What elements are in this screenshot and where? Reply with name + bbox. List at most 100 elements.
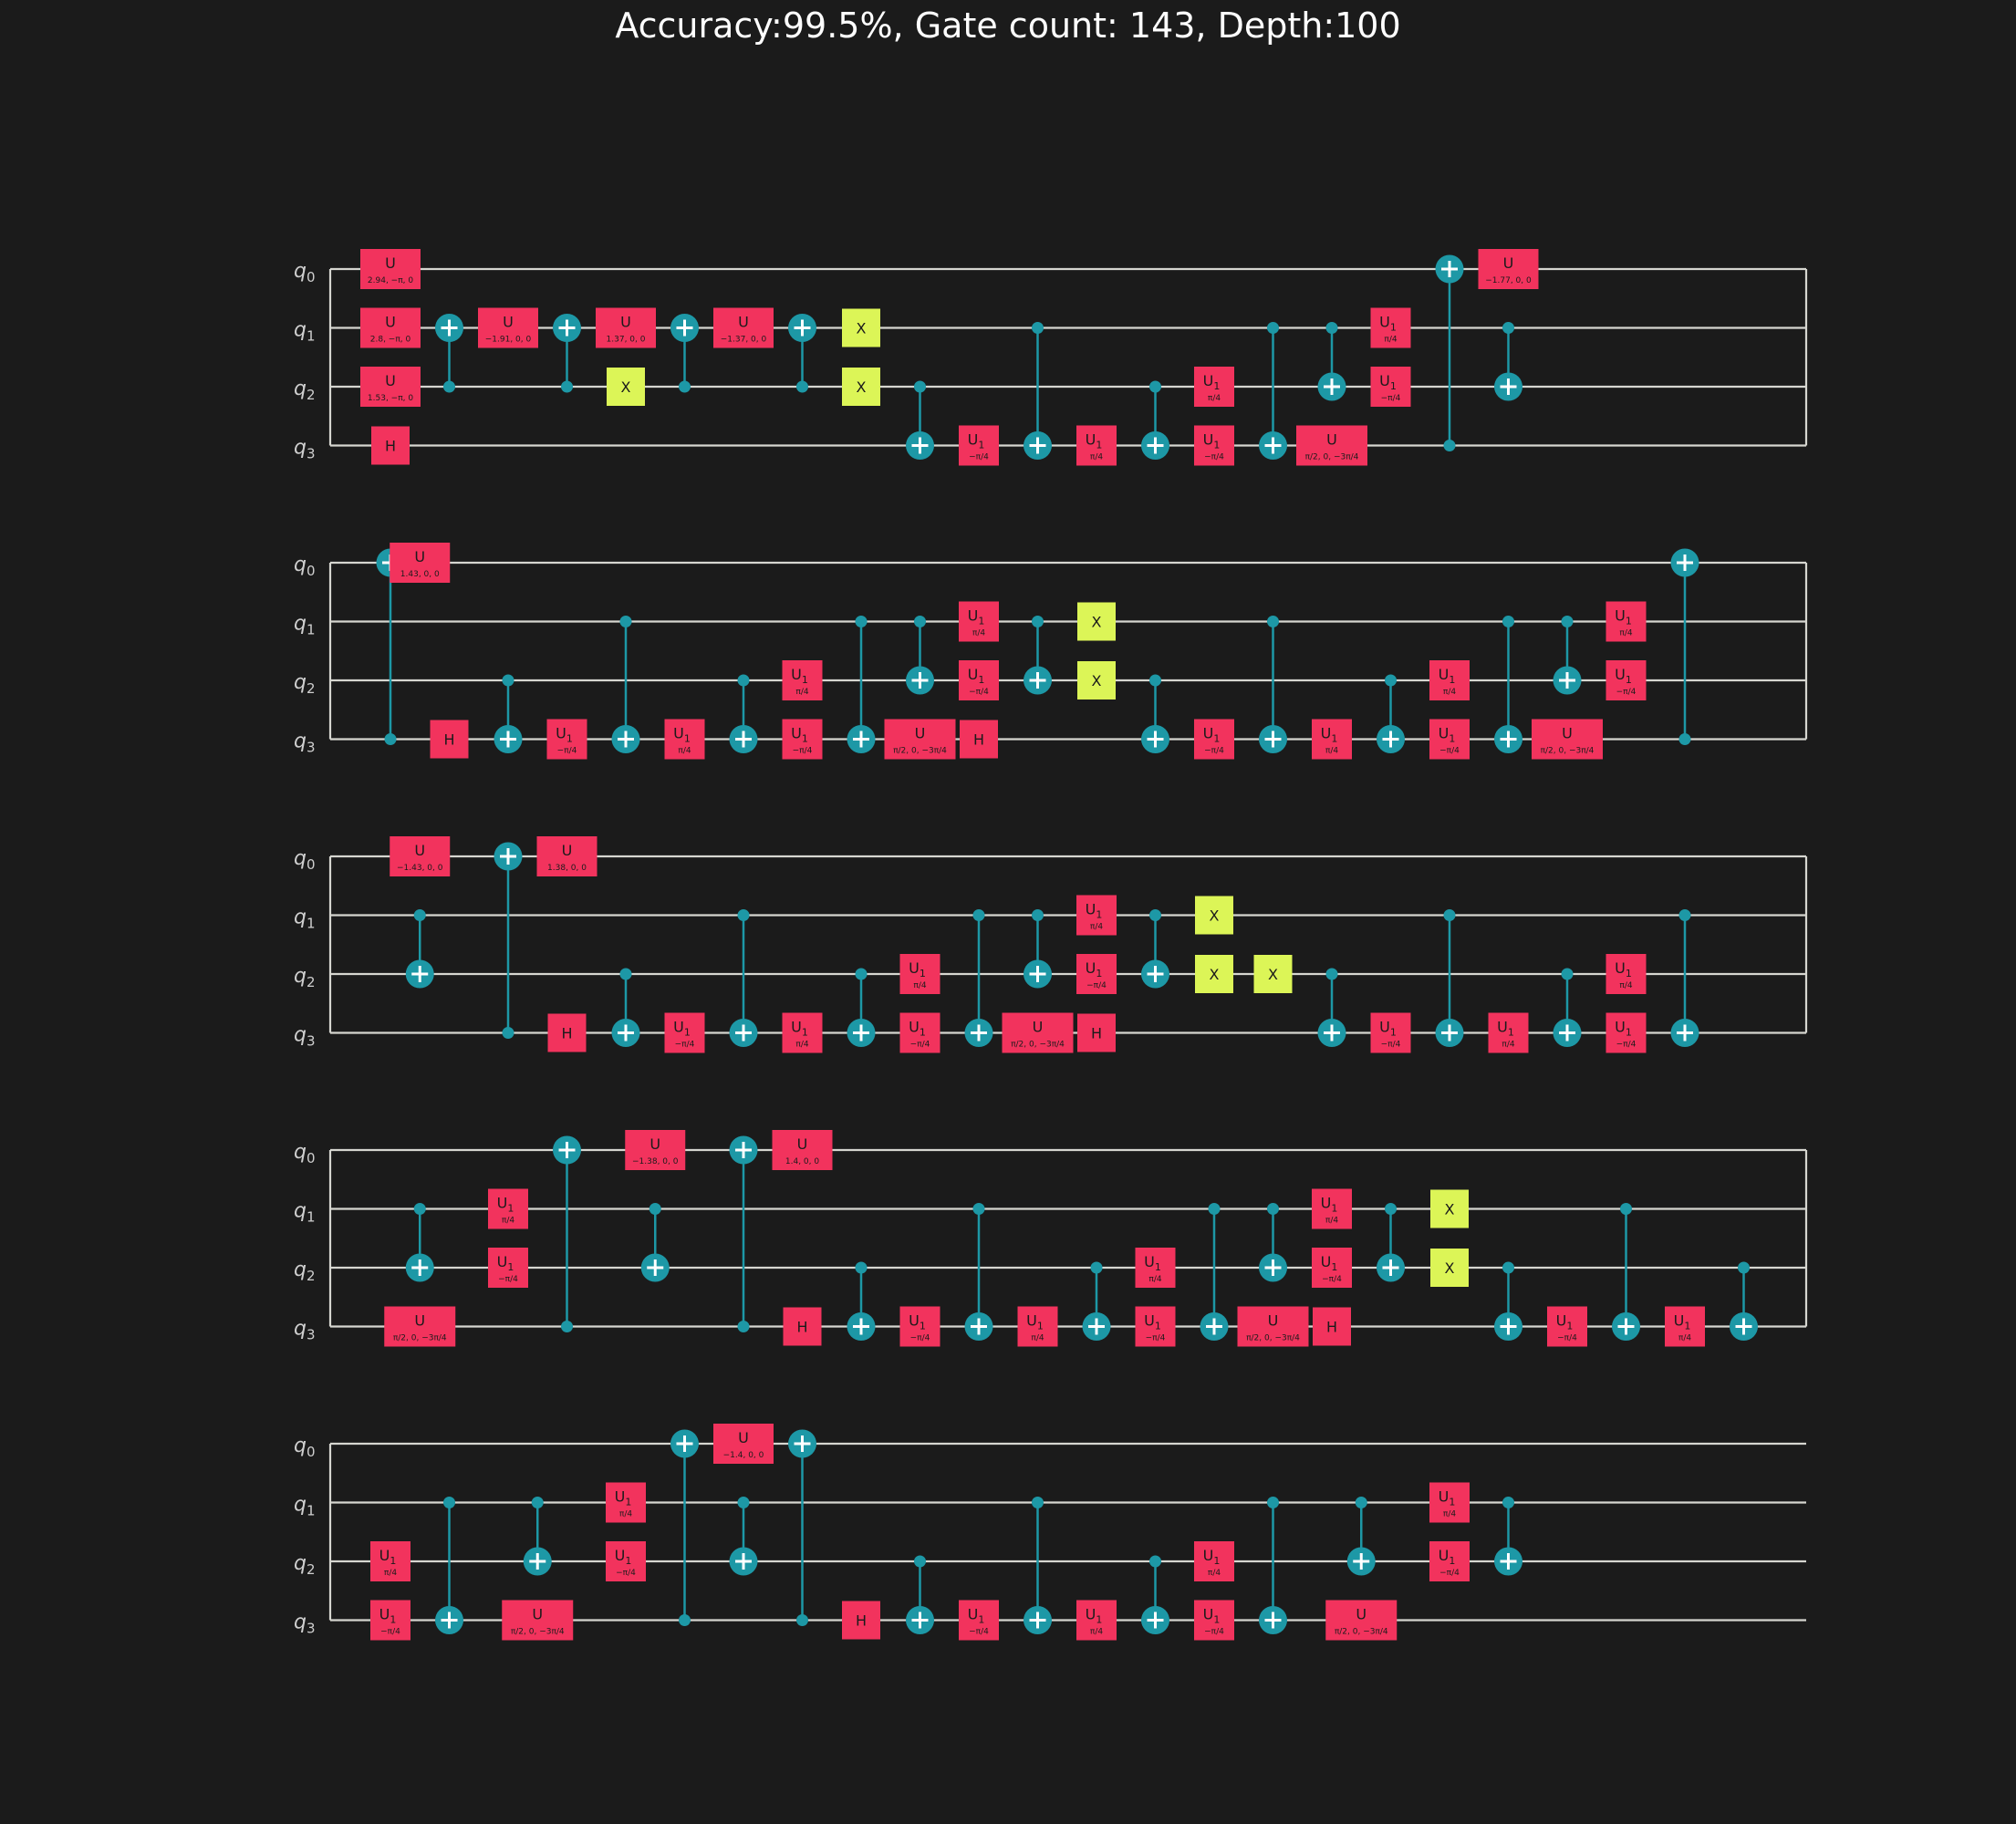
gate-box [1296, 425, 1367, 466]
gate-box [1370, 367, 1411, 407]
qubit-label: q2 [294, 1259, 316, 1284]
gate-box [1135, 1248, 1176, 1288]
gate-box [1665, 1306, 1705, 1347]
hadamard-gate: H [1077, 1013, 1116, 1052]
control-dot [1502, 616, 1514, 627]
qubit-label: q2 [294, 378, 316, 403]
gate-box [625, 1130, 686, 1170]
u1-gate: U1−π/4 [1429, 719, 1470, 760]
cnot-gate [523, 1497, 552, 1576]
gate-parameter: π/4 [1619, 629, 1632, 638]
cnot-gate [1024, 909, 1052, 989]
gate-box [959, 601, 999, 642]
u-gate: U 2.8, −π, 0 [360, 307, 421, 348]
gate-label-subscript: 1 [1096, 909, 1102, 921]
cnot-gate [1141, 1555, 1169, 1634]
gate-label-subscript: 1 [1626, 616, 1632, 627]
control-dot [914, 616, 926, 627]
gate-parameter: π/2, 0, −3π/4 [1305, 453, 1359, 462]
control-dot [1267, 322, 1279, 334]
u-gate: U −1.43, 0, 0 [390, 836, 451, 876]
qubit-index: 0 [307, 856, 316, 873]
gate-box [782, 1012, 823, 1053]
gate-box [1325, 1600, 1398, 1641]
u1-gate: U1−π/4 [1135, 1306, 1176, 1347]
gate-parameter: −π/4 [969, 1628, 989, 1637]
gate-parameter: −π/4 [380, 1628, 400, 1637]
gate-label: H [385, 438, 396, 455]
gate-parameter: π/4 [502, 1217, 514, 1226]
gate-box [959, 660, 999, 700]
gate-label: U [1356, 1606, 1367, 1623]
qubit-label: q3 [294, 1024, 316, 1050]
gate-label: H [796, 1319, 807, 1336]
u1-gate: U1π/4 [1665, 1306, 1705, 1347]
gate-label: U [1268, 1312, 1279, 1330]
gate-box [1478, 249, 1539, 289]
u-gate: U −1.38, 0, 0 [625, 1130, 686, 1170]
gate-parameter: −π/4 [1381, 394, 1401, 403]
gate-parameter: π/4 [1619, 981, 1632, 990]
u1-gate: U1−π/4 [1429, 1541, 1470, 1581]
cnot-gate [670, 314, 699, 393]
gate-box [1194, 367, 1234, 407]
gate-parameter: π/4 [795, 688, 808, 697]
gate-box [430, 720, 469, 759]
gate-parameter: π/4 [1090, 1628, 1103, 1637]
gate-label-subscript: 1 [390, 1614, 396, 1626]
gate-box [713, 1424, 774, 1464]
cnot-gate [1670, 909, 1699, 1047]
gate-parameter: −π/4 [1204, 453, 1224, 462]
control-dot [737, 674, 750, 687]
qubit-index: 1 [307, 328, 316, 345]
gate-label-subscript: 1 [1626, 674, 1632, 686]
gate-box [370, 1600, 410, 1641]
gate-parameter: 1.43, 0, 0 [400, 570, 440, 579]
gate-box [664, 1012, 705, 1053]
cnot-gate [729, 674, 758, 753]
control-dot [1738, 1261, 1750, 1274]
qubit-index: 3 [307, 1621, 316, 1637]
gate-parameter: 2.94, −π, 0 [368, 276, 413, 285]
gate-label-subscript: 1 [978, 674, 984, 686]
gate-box [384, 1306, 456, 1347]
u1-gate: U1π/4 [1135, 1248, 1176, 1288]
u1-gate: U1π/4 [1312, 1188, 1352, 1229]
gate-parameter: π/2, 0, −3π/4 [1541, 747, 1595, 756]
gate-label: H [973, 731, 984, 749]
cnot-gate [964, 1203, 993, 1341]
u1-gate: U1−π/4 [1194, 1600, 1234, 1641]
gate-label-subscript: 1 [1331, 1203, 1337, 1215]
gate-parameter: π/4 [1031, 1334, 1044, 1343]
gate-label-subscript: 1 [978, 440, 984, 451]
cnot-gate [435, 314, 463, 393]
cnot-gate [1553, 616, 1582, 695]
gate-label-subscript: 1 [1155, 1321, 1161, 1332]
gate-parameter: π/4 [913, 981, 926, 990]
gate-label-subscript: 1 [1684, 1321, 1690, 1332]
gate-parameter: π/4 [1325, 1217, 1338, 1226]
gate-box [370, 1541, 410, 1581]
gate-label: X [857, 378, 867, 396]
gate-label: H [561, 1025, 572, 1042]
qubit-index: 3 [307, 1327, 316, 1343]
gate-label-subscript: 1 [684, 733, 691, 745]
gate-box [360, 367, 421, 407]
cnot-gate [964, 909, 993, 1047]
gate-parameter: 1.37, 0, 0 [607, 336, 646, 345]
gate-box [1547, 1306, 1587, 1347]
control-dot [619, 616, 632, 627]
u1-gate: U1−π/4 [1547, 1306, 1587, 1347]
gate-box [1076, 1600, 1117, 1641]
qubit-label: q0 [294, 847, 316, 873]
gate-box [842, 1601, 880, 1640]
qubit-label: q3 [294, 731, 316, 756]
cnot-gate [1670, 548, 1699, 745]
u1-gate: U1−π/4 [959, 425, 999, 466]
gate-parameter: π/4 [1148, 1275, 1161, 1284]
control-dot [855, 616, 868, 627]
gate-box [960, 720, 998, 759]
gate-label-subscript: 1 [1037, 1321, 1044, 1332]
gate-label-subscript: 1 [1331, 733, 1337, 745]
